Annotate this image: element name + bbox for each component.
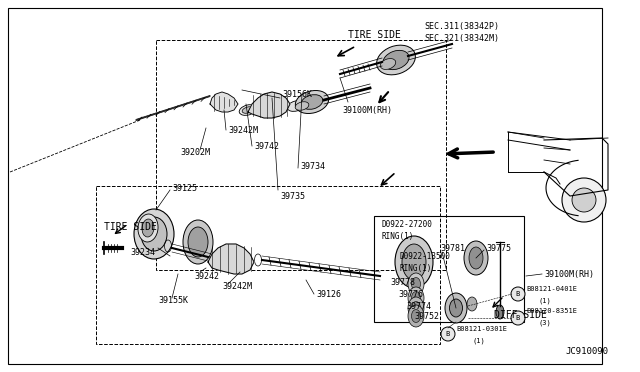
Text: 39776: 39776 bbox=[398, 290, 423, 299]
Text: B08121-0401E: B08121-0401E bbox=[526, 286, 577, 292]
Ellipse shape bbox=[412, 292, 420, 305]
Polygon shape bbox=[210, 92, 238, 112]
Ellipse shape bbox=[412, 278, 420, 291]
Text: 39155K: 39155K bbox=[158, 296, 188, 305]
Text: DIFF SIDE: DIFF SIDE bbox=[494, 310, 547, 320]
Ellipse shape bbox=[301, 94, 323, 109]
Ellipse shape bbox=[408, 297, 424, 319]
Text: 39734: 39734 bbox=[300, 162, 325, 171]
Ellipse shape bbox=[134, 209, 174, 259]
Polygon shape bbox=[248, 92, 290, 118]
Text: 39775: 39775 bbox=[486, 244, 511, 253]
Text: (3): (3) bbox=[538, 320, 551, 327]
Text: TIRE SIDE: TIRE SIDE bbox=[104, 222, 157, 232]
Text: RING(1): RING(1) bbox=[400, 264, 433, 273]
Ellipse shape bbox=[287, 101, 305, 111]
Ellipse shape bbox=[408, 305, 424, 327]
Ellipse shape bbox=[469, 247, 483, 269]
Ellipse shape bbox=[295, 102, 309, 110]
Ellipse shape bbox=[412, 301, 420, 314]
Polygon shape bbox=[208, 244, 254, 274]
Bar bbox=[156, 40, 446, 270]
Text: 39156K: 39156K bbox=[282, 90, 312, 99]
Ellipse shape bbox=[138, 214, 158, 242]
Text: 39202M: 39202M bbox=[180, 148, 210, 157]
Text: B: B bbox=[516, 291, 520, 297]
Ellipse shape bbox=[242, 107, 254, 113]
Ellipse shape bbox=[395, 236, 433, 288]
Ellipse shape bbox=[383, 50, 409, 70]
Ellipse shape bbox=[376, 45, 415, 75]
Text: JC910090: JC910090 bbox=[565, 347, 608, 356]
Text: SEC.321(38342M): SEC.321(38342M) bbox=[424, 34, 499, 43]
Text: 39242M: 39242M bbox=[222, 282, 252, 291]
Text: SEC.311(38342P): SEC.311(38342P) bbox=[424, 22, 499, 31]
Bar bbox=[374, 216, 524, 322]
Text: D0922-13500: D0922-13500 bbox=[400, 252, 451, 261]
Ellipse shape bbox=[402, 244, 426, 280]
Ellipse shape bbox=[496, 305, 504, 319]
Ellipse shape bbox=[141, 217, 167, 251]
Ellipse shape bbox=[467, 297, 477, 311]
Text: (1): (1) bbox=[538, 298, 551, 305]
Ellipse shape bbox=[142, 219, 154, 237]
Bar bbox=[96, 186, 440, 344]
Text: TIRE SIDE: TIRE SIDE bbox=[348, 30, 401, 40]
Text: B: B bbox=[516, 315, 520, 321]
Text: (1): (1) bbox=[472, 338, 484, 344]
Ellipse shape bbox=[295, 90, 329, 113]
Text: 39752: 39752 bbox=[414, 312, 439, 321]
Ellipse shape bbox=[183, 220, 213, 264]
Text: 39234: 39234 bbox=[130, 248, 155, 257]
Ellipse shape bbox=[380, 58, 396, 70]
Circle shape bbox=[572, 188, 596, 212]
Text: D0922-27200: D0922-27200 bbox=[382, 220, 433, 229]
Text: B: B bbox=[446, 331, 450, 337]
Text: 39742: 39742 bbox=[254, 142, 279, 151]
Text: 39735: 39735 bbox=[280, 192, 305, 201]
Text: 39242: 39242 bbox=[194, 272, 219, 281]
Text: 39126: 39126 bbox=[316, 290, 341, 299]
Text: B08120-8351E: B08120-8351E bbox=[526, 308, 577, 314]
Circle shape bbox=[562, 178, 606, 222]
Circle shape bbox=[511, 287, 525, 301]
Text: B08121-0301E: B08121-0301E bbox=[456, 326, 507, 332]
Ellipse shape bbox=[464, 241, 488, 275]
Text: RING(1): RING(1) bbox=[382, 232, 414, 241]
Text: 39778: 39778 bbox=[390, 278, 415, 287]
Text: 39781: 39781 bbox=[440, 244, 465, 253]
Text: 39242M: 39242M bbox=[228, 126, 258, 135]
Text: 39100M(RH): 39100M(RH) bbox=[342, 106, 392, 115]
Text: 39100M(RH): 39100M(RH) bbox=[544, 270, 594, 279]
Circle shape bbox=[511, 311, 525, 325]
Circle shape bbox=[441, 327, 455, 341]
Ellipse shape bbox=[408, 287, 424, 309]
Ellipse shape bbox=[239, 105, 257, 115]
Text: 39774: 39774 bbox=[406, 302, 431, 311]
Ellipse shape bbox=[445, 293, 467, 323]
Ellipse shape bbox=[449, 299, 463, 317]
Ellipse shape bbox=[412, 310, 420, 323]
Text: 39125: 39125 bbox=[172, 184, 197, 193]
Ellipse shape bbox=[188, 227, 208, 257]
Ellipse shape bbox=[408, 273, 424, 295]
